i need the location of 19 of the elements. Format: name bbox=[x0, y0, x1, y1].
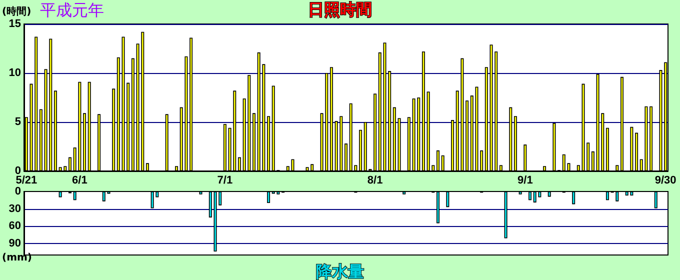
x-tick-label: 9/1 bbox=[518, 174, 533, 186]
text: 降水量 bbox=[316, 262, 364, 280]
y-tick-label: 60 bbox=[8, 220, 21, 232]
y-tick-label: 10 bbox=[8, 67, 21, 79]
x-tick-label: 9/30 bbox=[654, 174, 676, 186]
x-tick-label: 5/21 bbox=[16, 174, 38, 186]
x-tick-label: 7/1 bbox=[217, 174, 233, 186]
y-tick-label: 0 bbox=[14, 186, 21, 198]
text: 平成元年 bbox=[40, 0, 104, 20]
y-axis-title: (時間) bbox=[2, 6, 32, 18]
y-tick-label: 0 bbox=[14, 165, 21, 177]
y-tick-label: 5 bbox=[14, 116, 21, 128]
y-tick-label: 15 bbox=[8, 18, 21, 30]
x-tick-label: 6/1 bbox=[72, 174, 88, 186]
chart-title: 日照時間 bbox=[308, 0, 372, 19]
y-tick-label: 90 bbox=[8, 237, 21, 250]
y-axis-title: (mm) bbox=[2, 252, 32, 264]
x-tick-label: 8/1 bbox=[367, 174, 383, 186]
y-tick-label: 30 bbox=[8, 202, 21, 215]
